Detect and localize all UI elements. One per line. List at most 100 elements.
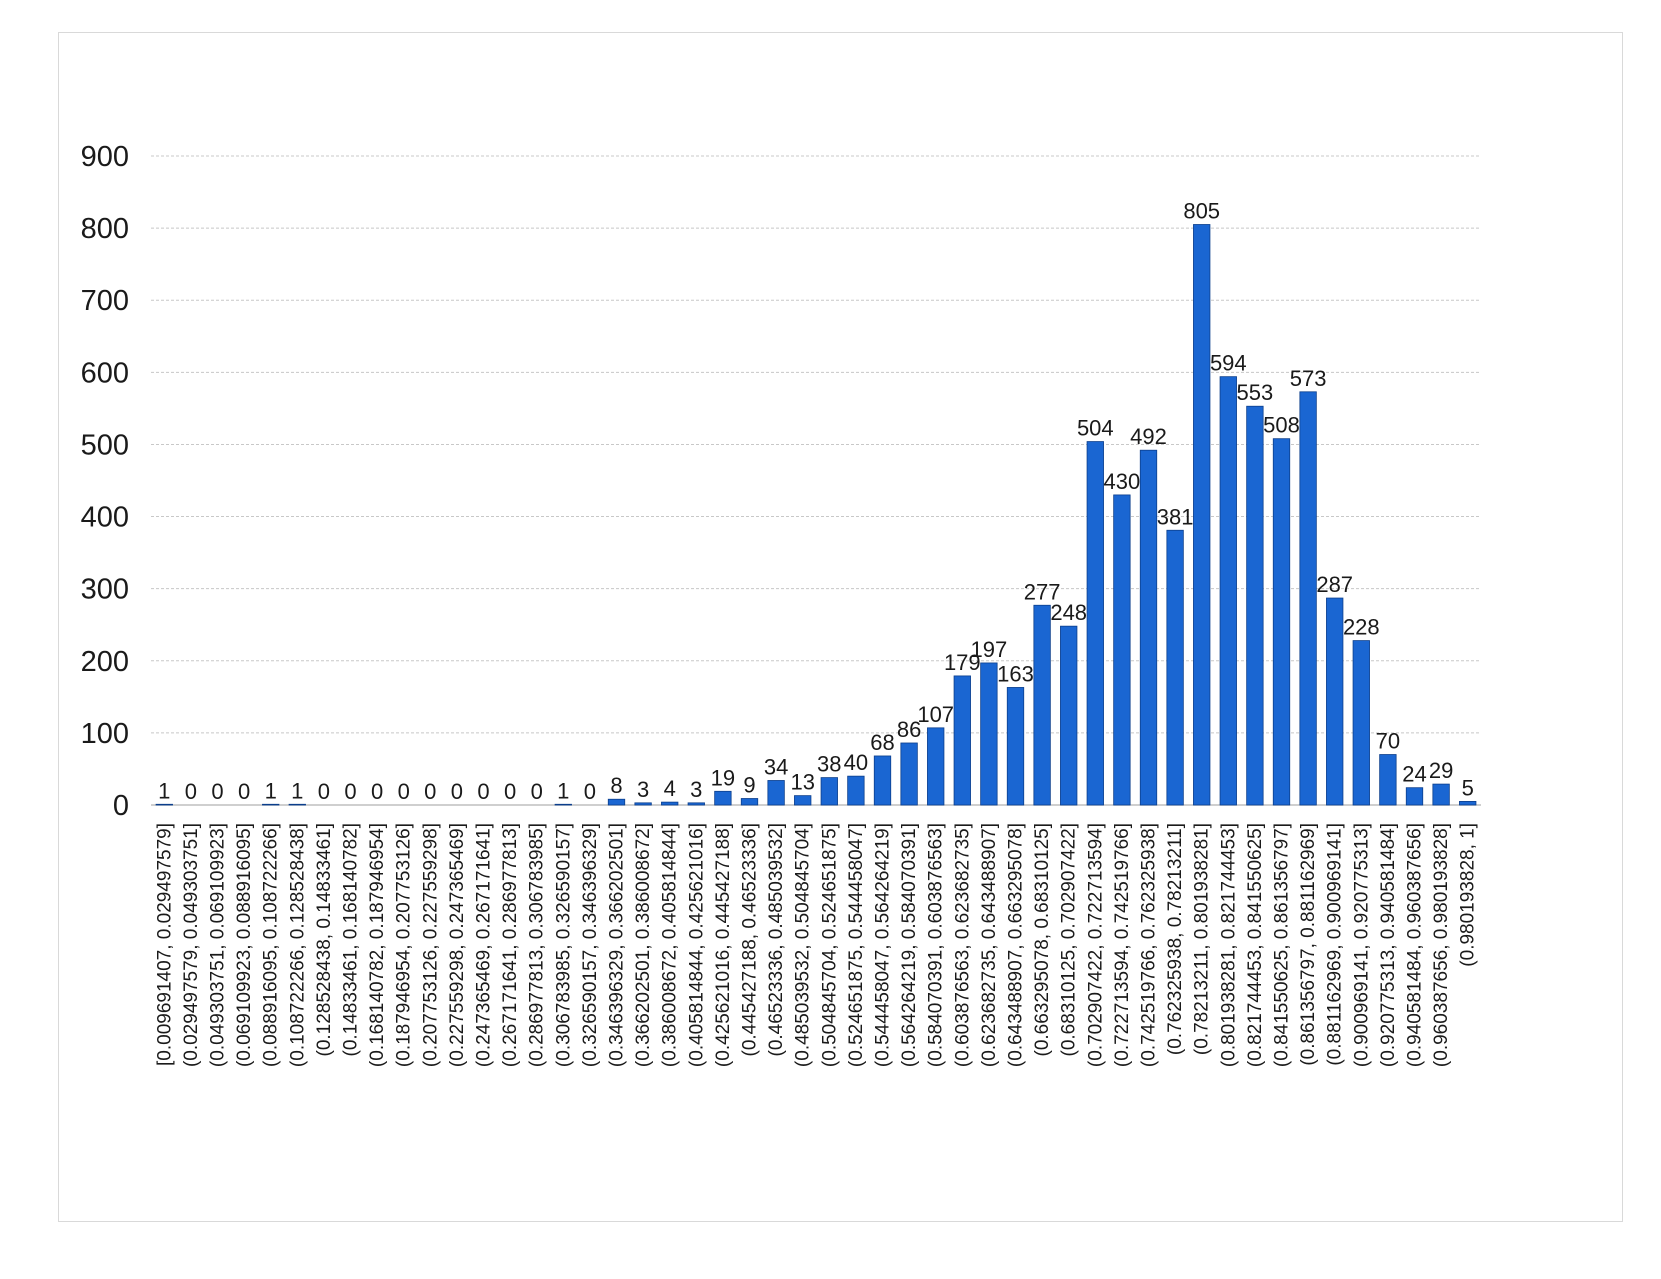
x-tick-label: (0.485039532, 0.504845704] bbox=[793, 823, 814, 1067]
bar bbox=[687, 802, 705, 806]
data-label: 277 bbox=[1024, 579, 1061, 604]
x-tick-label: (0.722713594, 0.742519766] bbox=[1112, 823, 1133, 1067]
data-label: 430 bbox=[1104, 469, 1141, 494]
x-tick-label: (0.78213211, 0.801938281] bbox=[1192, 823, 1213, 1055]
x-tick-label: (0.841550625, 0.861356797] bbox=[1272, 823, 1293, 1067]
x-tick-label: (0.742519766, 0.762325938] bbox=[1139, 823, 1160, 1067]
x-tick-label: (0.68310125, 0.702907422] bbox=[1059, 823, 1080, 1057]
bar bbox=[1219, 376, 1237, 806]
data-label: 40 bbox=[844, 750, 868, 775]
data-label: 9 bbox=[743, 773, 755, 798]
data-label: 553 bbox=[1237, 380, 1274, 405]
x-tick-label: (0.980193828, 1] bbox=[1458, 823, 1479, 967]
y-tick-label: 700 bbox=[81, 285, 129, 317]
y-tick-label: 400 bbox=[81, 502, 129, 534]
x-tick-label: (0.267171641, 0.286977813] bbox=[500, 823, 521, 1067]
bar bbox=[953, 675, 971, 806]
bar bbox=[1033, 604, 1051, 806]
x-tick-label: (0.504845704, 0.524651875] bbox=[819, 823, 840, 1067]
data-label: 68 bbox=[870, 730, 894, 755]
data-label: 38 bbox=[817, 752, 841, 777]
x-tick-label: (0.386008672, 0.405814844] bbox=[660, 823, 681, 1067]
data-label: 163 bbox=[997, 661, 1034, 686]
y-tick-label: 800 bbox=[81, 213, 129, 245]
data-label: 573 bbox=[1290, 366, 1327, 391]
gridlines bbox=[151, 155, 1481, 806]
bar bbox=[1299, 391, 1317, 806]
bar bbox=[262, 803, 280, 806]
bar bbox=[1459, 800, 1477, 806]
bar bbox=[288, 803, 306, 806]
y-tick-label: 300 bbox=[81, 574, 129, 606]
bar bbox=[634, 802, 652, 806]
bar bbox=[1246, 405, 1264, 806]
x-tick-label: (0.623682735, 0.643488907] bbox=[979, 823, 1000, 1067]
x-tick-label: (0.861356797, 0.881162969] bbox=[1298, 823, 1319, 1066]
y-axis-ticks: 0 100 200 300 400 500 600 700 800 900 bbox=[81, 141, 129, 822]
data-label: 8 bbox=[610, 773, 622, 798]
bar bbox=[820, 777, 838, 806]
x-tick-label: (0.088916095, 0.108722266] bbox=[261, 823, 282, 1067]
x-tick-label: (0.702907422, 0.722713594] bbox=[1085, 823, 1106, 1067]
x-tick-label: (0.187946954, 0.207753126] bbox=[394, 823, 415, 1067]
x-tick-label: (0.346396329, 0.366202501] bbox=[607, 823, 628, 1067]
bar bbox=[873, 755, 892, 806]
data-label: 805 bbox=[1183, 199, 1220, 224]
data-label: 24 bbox=[1402, 762, 1426, 787]
data-label: 0 bbox=[344, 779, 356, 804]
x-tick-label: (0.584070391, 0.603876563] bbox=[926, 823, 947, 1067]
y-tick-label: 200 bbox=[81, 646, 129, 678]
data-label: 1 bbox=[557, 778, 569, 803]
bar bbox=[1166, 529, 1184, 806]
x-tick-label: (0.029497579, 0.049303751] bbox=[181, 823, 202, 1067]
x-tick-label: (0.168140782, 0.187946954] bbox=[367, 823, 388, 1067]
x-tick-label: (0.900969141, 0.920775313] bbox=[1351, 823, 1372, 1067]
bar bbox=[794, 795, 812, 806]
y-tick-label: 600 bbox=[81, 357, 129, 389]
y-tick-label: 0 bbox=[113, 790, 129, 822]
data-label: 287 bbox=[1316, 572, 1353, 597]
data-label: 381 bbox=[1157, 504, 1194, 529]
data-label: 0 bbox=[504, 779, 516, 804]
x-tick-label: (0.425621016, 0.445427188] bbox=[713, 823, 734, 1067]
bar bbox=[1113, 494, 1131, 806]
data-label: 34 bbox=[764, 754, 788, 779]
data-label: 13 bbox=[790, 770, 814, 795]
bar bbox=[1379, 754, 1397, 806]
data-label: 179 bbox=[944, 650, 981, 675]
data-label: 228 bbox=[1343, 615, 1380, 640]
bar bbox=[607, 798, 626, 806]
x-tick-label: (0.445427188, 0.46523336] bbox=[740, 823, 761, 1057]
x-tick-label: (0.881162969, 0.900969141] bbox=[1325, 823, 1346, 1066]
bar bbox=[554, 803, 572, 806]
x-tick-label: (0.762325938, 0.78213211] bbox=[1165, 823, 1186, 1055]
x-axis-ticks: [0.009691407, 0.029497579] (0.029497579, … bbox=[154, 823, 1478, 1067]
x-tick-label: (0.801938281, 0.821744453] bbox=[1218, 823, 1239, 1067]
x-tick-label: (0.366202501, 0.386008672] bbox=[633, 823, 654, 1067]
x-tick-label: (0.405814844, 0.425621016] bbox=[686, 823, 707, 1067]
data-label: 0 bbox=[584, 779, 596, 804]
bar bbox=[1405, 787, 1424, 806]
data-label: 197 bbox=[971, 637, 1008, 662]
bar bbox=[1326, 597, 1344, 806]
x-tick-label: (0.643488907, 0.663295078] bbox=[1006, 823, 1027, 1067]
bar bbox=[155, 803, 173, 806]
x-tick-label: (0.544458047, 0.564264219] bbox=[873, 823, 894, 1067]
bar bbox=[1006, 687, 1025, 806]
data-label: 0 bbox=[318, 779, 330, 804]
bar bbox=[1432, 783, 1450, 806]
x-tick-label: (0.069109923, 0.088916095] bbox=[234, 823, 255, 1067]
x-tick-label: (0.326590157, 0.346396329] bbox=[580, 823, 601, 1067]
x-tick-label: (0.960387656, 0.980193828] bbox=[1431, 823, 1452, 1067]
x-tick-label: (0.128528438, 0.14833461] bbox=[314, 823, 335, 1057]
data-label: 0 bbox=[371, 779, 383, 804]
data-label: 248 bbox=[1050, 600, 1087, 625]
data-label: 0 bbox=[398, 779, 410, 804]
data-label: 504 bbox=[1077, 416, 1114, 441]
data-label: 5 bbox=[1462, 775, 1474, 800]
data-label: 86 bbox=[897, 717, 921, 742]
x-tick-label: (0.286977813, 0.306783985] bbox=[527, 823, 548, 1067]
bar bbox=[900, 742, 918, 806]
